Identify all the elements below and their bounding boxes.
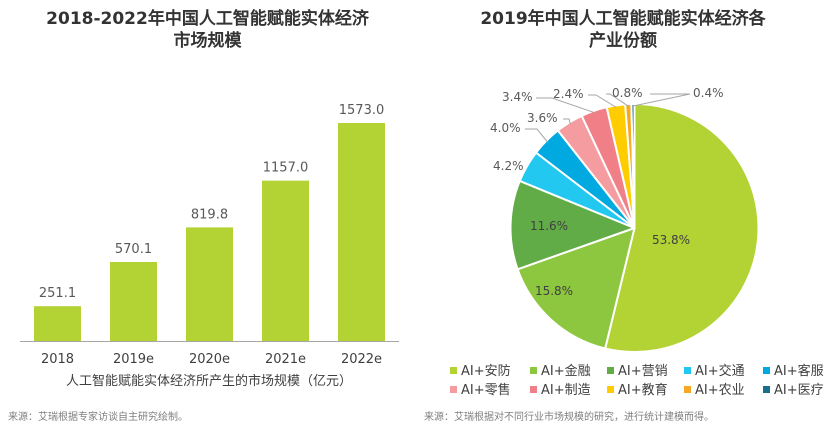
legend-label: AI+零售 xyxy=(461,383,511,398)
bar-chart-source-note: 来源：艾瑞根据专家访谈自主研究绘制。 xyxy=(8,412,188,423)
legend-swatch-icon xyxy=(763,367,770,374)
legend-label: AI+客服 xyxy=(774,364,824,379)
legend-item: AI+营销 xyxy=(607,360,668,379)
legend-label: AI+教育 xyxy=(618,383,668,398)
legend-swatch-icon xyxy=(684,386,691,393)
legend-item: AI+农业 xyxy=(684,379,745,398)
x-tick-label: 2022e xyxy=(341,352,382,367)
legend-label: AI+交通 xyxy=(695,364,745,379)
bar-2018 xyxy=(34,306,81,341)
bar-chart: 251.1 2018 570.1 2019e 819.8 2020e 1157.0 2021e… xyxy=(20,103,399,389)
bar-value-label: 1573.0 xyxy=(339,103,385,118)
bar-chart-title-line-2: 市场规模 xyxy=(173,31,242,51)
x-axis-title: 人工智能赋能实体经济所产生的市场规模（亿元） xyxy=(66,373,352,389)
bar-value-label: 251.1 xyxy=(39,286,76,301)
pie-slice-label: 3.6% xyxy=(527,111,558,125)
pie-slice-2 xyxy=(509,179,636,271)
pie-chart-title: 2019年中国人工智能赋能实体经济各 产业份额 xyxy=(415,8,831,52)
bar-chart-title-line-1: 2018-2022年中国人工智能赋能实体经济 xyxy=(46,9,369,29)
legend-label: AI+营销 xyxy=(618,364,668,379)
x-tick-label: 2020e xyxy=(189,352,230,367)
bar-2022e xyxy=(338,123,385,341)
legend-swatch-icon xyxy=(607,386,614,393)
pie-leader-line xyxy=(606,93,629,107)
pie-slice-label: 2.4% xyxy=(553,87,584,101)
legend-item: AI+交通 xyxy=(684,360,745,379)
pie-slice-label: 11.6% xyxy=(530,219,568,233)
bar-value-label: 570.1 xyxy=(115,242,152,257)
legend-item: AI+安防 xyxy=(450,360,511,379)
x-tick-label: 2019e xyxy=(113,352,154,367)
pie-slice-label: 53.8% xyxy=(652,233,690,247)
legend-label: AI+医疗 xyxy=(774,383,824,398)
legend-label: AI+农业 xyxy=(695,383,745,398)
bar-2020e xyxy=(186,227,233,341)
pie-leader-line xyxy=(525,128,549,143)
bar-value-label: 819.8 xyxy=(191,207,228,222)
bar-2021e xyxy=(262,180,309,341)
pie-chart: 53.8% 15.8% 11.6% 4.2% 4.0% 3.6% 3.4% 2.4% 0.8% 0… xyxy=(490,86,760,353)
pie-chart-title-line-1: 2019年中国人工智能赋能实体经济各 xyxy=(480,9,766,29)
legend-swatch-icon xyxy=(530,386,537,393)
legend-label: AI+安防 xyxy=(461,364,511,379)
pie-slice-label: 0.4% xyxy=(693,86,724,100)
pie-chart-title-line-2: 产业份额 xyxy=(589,31,657,51)
legend-item: AI+零售 xyxy=(450,379,511,398)
legend-swatch-icon xyxy=(530,367,537,374)
legend-item: AI+制造 xyxy=(530,379,591,398)
pie-leader-line xyxy=(588,94,617,108)
legend-swatch-icon xyxy=(607,367,614,374)
pie-slice-label: 3.4% xyxy=(502,90,533,104)
pie-slice-label: 15.8% xyxy=(535,284,573,298)
bar-value-label: 1157.0 xyxy=(263,161,309,176)
pie-slice-9 xyxy=(630,102,636,229)
pie-slice-1 xyxy=(516,227,636,350)
legend-swatch-icon xyxy=(684,367,691,374)
pie-leader-line xyxy=(536,97,595,114)
x-tick-label: 2018 xyxy=(41,352,74,367)
pie-slice-label: 4.2% xyxy=(493,159,524,173)
bar-chart-title: 2018-2022年中国人工智能赋能实体经济 市场规模 xyxy=(0,8,415,52)
legend-label: AI+制造 xyxy=(541,383,591,398)
legend-item: AI+客服 xyxy=(763,360,824,379)
legend-swatch-icon xyxy=(450,386,457,393)
legend-swatch-icon xyxy=(763,386,770,393)
legend-label: AI+金融 xyxy=(541,364,591,379)
legend-item: AI+教育 xyxy=(607,379,668,398)
x-tick-label: 2021e xyxy=(265,352,306,367)
pie-chart-source-note: 来源：艾瑞根据对不同行业市场规模的研究，进行统计建模而得。 xyxy=(424,412,714,423)
pie-slice-label: 0.8% xyxy=(612,86,643,100)
pie-leader-line xyxy=(563,118,571,125)
legend-item: AI+医疗 xyxy=(763,379,824,398)
pie-slice-0 xyxy=(604,103,760,353)
pie-leader-line xyxy=(632,93,691,107)
legend-item: AI+金融 xyxy=(530,360,591,379)
bar-2019e xyxy=(110,261,157,341)
pie-slice-label: 4.0% xyxy=(490,121,521,135)
legend-swatch-icon xyxy=(450,367,457,374)
